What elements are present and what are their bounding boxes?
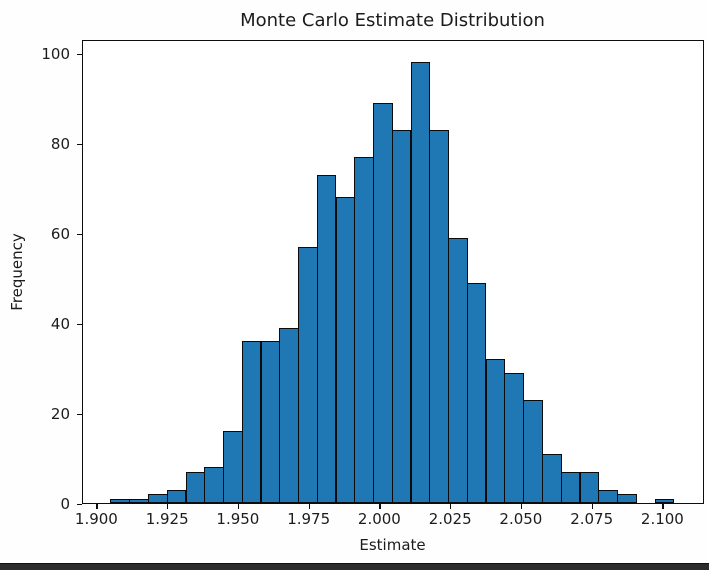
- x-tick-mark: [450, 504, 452, 509]
- x-tick-label: 1.975: [287, 510, 331, 528]
- histogram-bar: [560, 471, 581, 503]
- histogram-bar: [316, 174, 337, 503]
- histogram-bar: [148, 494, 168, 503]
- y-tick-label: 40: [50, 315, 70, 333]
- histogram-bar: [279, 327, 299, 503]
- histogram-bar: [485, 359, 506, 503]
- histogram-bar: [410, 62, 431, 503]
- histogram-bar: [166, 489, 187, 503]
- x-tick-mark: [308, 504, 310, 509]
- histogram-bar: [298, 246, 318, 503]
- x-tick-label: 1.925: [145, 510, 189, 528]
- histogram-bar: [241, 341, 262, 503]
- y-tick-label: 20: [50, 405, 70, 423]
- histogram-bar: [204, 467, 224, 503]
- y-tick-label: 0: [60, 495, 70, 513]
- x-axis-label: Estimate: [359, 536, 426, 554]
- y-tick-label: 100: [41, 45, 70, 63]
- histogram-bar: [391, 129, 412, 503]
- histogram-bar: [354, 156, 374, 503]
- y-tick-mark: [77, 144, 82, 146]
- bottom-border-bar: [0, 563, 709, 570]
- x-tick-label: 2.075: [570, 510, 614, 528]
- y-tick-label: 60: [50, 225, 70, 243]
- x-tick-mark: [167, 504, 169, 509]
- histogram-bar: [223, 431, 243, 503]
- x-tick-label: 1.900: [74, 510, 118, 528]
- x-tick-mark: [237, 504, 240, 509]
- y-tick-mark: [77, 414, 82, 416]
- histogram-bar: [579, 471, 599, 503]
- histogram-bar: [542, 453, 562, 503]
- x-tick-label: 2.025: [428, 510, 472, 528]
- histogram-bar: [110, 498, 130, 503]
- y-tick-mark: [77, 54, 82, 56]
- histogram-bar: [466, 282, 487, 503]
- x-tick-label: 2.000: [357, 510, 401, 528]
- histogram-bar: [335, 197, 356, 503]
- x-tick-label: 2.100: [640, 510, 684, 528]
- histogram-bar: [504, 372, 524, 503]
- histogram-bar: [129, 498, 149, 503]
- y-tick-label: 80: [50, 135, 70, 153]
- y-tick-mark: [77, 234, 82, 236]
- x-tick-mark: [96, 504, 98, 509]
- x-tick-mark: [662, 504, 664, 509]
- histogram-bar: [185, 471, 205, 503]
- chart-title: Monte Carlo Estimate Distribution: [240, 10, 545, 31]
- y-tick-mark: [77, 324, 82, 326]
- x-tick-mark: [520, 504, 523, 509]
- histogram-bar: [654, 498, 674, 503]
- histogram-bar: [598, 489, 618, 503]
- histogram-bar: [373, 102, 393, 503]
- histogram-bar: [429, 129, 449, 503]
- x-tick-mark: [591, 504, 593, 509]
- histogram-bar: [260, 341, 280, 503]
- plot-area: [82, 40, 704, 504]
- y-axis-label: Frequency: [8, 233, 26, 311]
- histogram-bar: [523, 399, 543, 503]
- histogram-bar: [617, 494, 637, 503]
- x-tick-label: 1.950: [216, 510, 260, 528]
- x-tick-label: 2.050: [499, 510, 543, 528]
- x-tick-mark: [379, 504, 381, 509]
- histogram-bar: [448, 237, 468, 503]
- y-tick-mark: [77, 504, 82, 506]
